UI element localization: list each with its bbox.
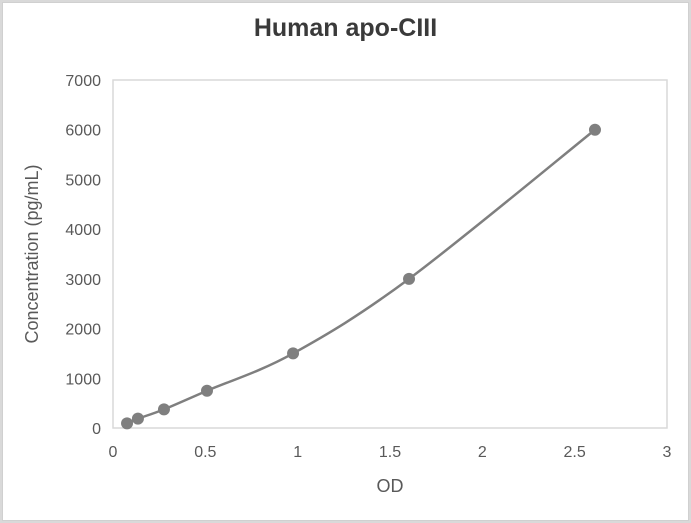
y-tick-label: 7000 xyxy=(65,73,101,90)
x-tick-label: 1 xyxy=(293,444,302,461)
x-tick-label: 1.5 xyxy=(379,444,401,461)
data-point-marker xyxy=(121,417,134,430)
plot-border xyxy=(112,79,668,429)
data-point-marker xyxy=(131,412,144,425)
y-tick-label: 2000 xyxy=(65,322,101,339)
chart-title: Human apo-CIII xyxy=(253,14,438,42)
y-tick-label: 0 xyxy=(92,421,101,438)
x-tick-label: 2 xyxy=(478,444,487,461)
data-points xyxy=(121,123,601,430)
y-tick-label: 4000 xyxy=(65,222,101,239)
data-point-marker xyxy=(588,123,601,136)
y-tick-label: 6000 xyxy=(65,123,101,140)
x-axis-label: OD xyxy=(377,476,404,496)
y-tick-label: 5000 xyxy=(65,172,101,189)
plot-area xyxy=(112,79,668,429)
x-tick-label: 0.5 xyxy=(194,444,216,461)
y-tick-label: 3000 xyxy=(65,272,101,289)
x-tick-label: 2.5 xyxy=(564,444,586,461)
y-axis-ticks: 0 1000 2000 3000 4000 5000 6000 7000 xyxy=(65,73,101,438)
data-point-marker xyxy=(403,272,416,285)
y-axis-label: Concentration (pg/mL) xyxy=(22,164,42,343)
x-tick-label: 3 xyxy=(663,444,672,461)
y-tick-label: 1000 xyxy=(65,371,101,388)
x-axis-ticks: 0 0.5 1 1.5 2 2.5 3 xyxy=(109,444,672,461)
data-point-marker xyxy=(200,384,213,397)
data-point-marker xyxy=(287,347,300,360)
standard-curve-line xyxy=(126,128,596,425)
data-point-marker xyxy=(157,403,170,416)
x-tick-label: 0 xyxy=(109,444,118,461)
